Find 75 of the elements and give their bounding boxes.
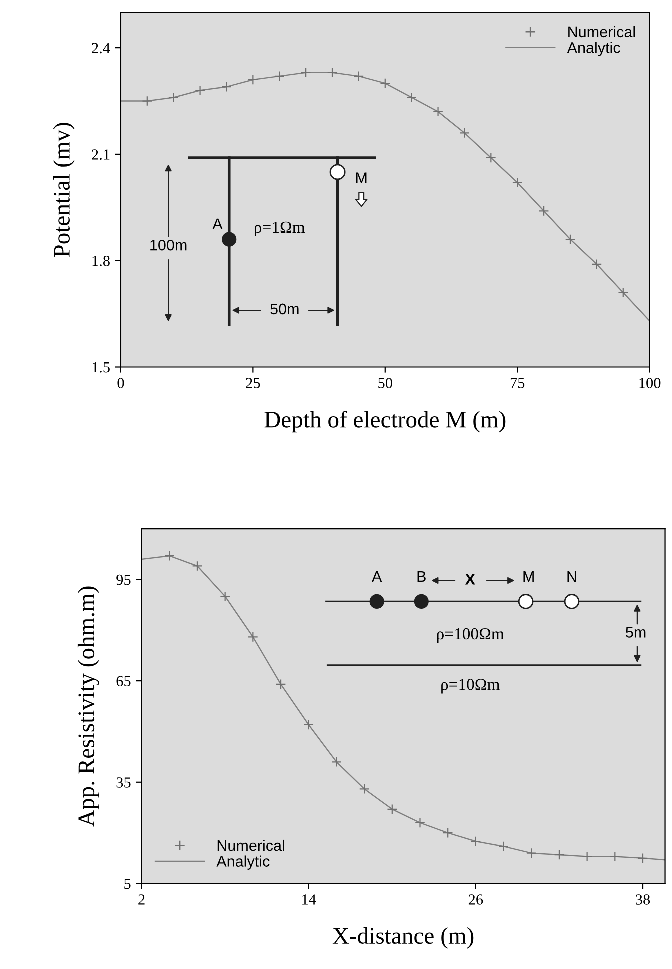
legend-label: Analytic: [216, 856, 270, 870]
point: [192, 561, 203, 572]
y-axis-title: App. Resistivity (ohm.m): [78, 586, 100, 827]
annotation: N: [568, 571, 576, 582]
point: [354, 71, 364, 82]
annotation: 100m: [150, 240, 187, 251]
point: [406, 92, 418, 103]
point: [592, 259, 602, 270]
annotation: ρ=1Ωm: [254, 222, 306, 236]
point: [168, 92, 180, 103]
point: [582, 851, 593, 862]
point: [470, 836, 482, 847]
point: [387, 804, 398, 815]
annotation: ρ=10Ωm: [442, 679, 500, 694]
y-tick-label: 95: [116, 574, 131, 586]
point: [380, 78, 391, 89]
x-tick-label: 25: [246, 378, 260, 388]
y-tick-label: 65: [116, 676, 131, 687]
point: [554, 850, 565, 860]
point: [610, 851, 620, 862]
x-axis-title: Depth of electrode M (m): [264, 410, 506, 433]
point: [300, 68, 312, 78]
point: [274, 71, 285, 82]
x-tick-label: 38: [636, 894, 650, 905]
annotation: X: [465, 574, 476, 585]
legend-label: Numerical: [568, 26, 636, 38]
annotation: M: [524, 571, 534, 582]
point: [618, 288, 629, 298]
point: [331, 756, 342, 768]
annotation: A: [372, 571, 382, 582]
point: [538, 206, 550, 216]
point: [433, 106, 444, 118]
point: [442, 828, 454, 838]
y-axis-title: Potential (mv): [53, 123, 75, 258]
point: [195, 85, 206, 96]
point: [512, 178, 523, 188]
y-tick-label: 2.1: [92, 150, 110, 160]
x-axis-title: X-distance (m): [332, 927, 474, 949]
annotation: M: [356, 172, 367, 184]
point: [222, 82, 232, 92]
point: [248, 632, 258, 642]
point: [415, 818, 426, 828]
point: [220, 591, 231, 602]
y-tick-label: 1.5: [92, 362, 110, 373]
point: [638, 853, 648, 864]
x-tick-label: 2: [138, 894, 145, 905]
point: [248, 74, 258, 86]
x-tick-label: 0: [118, 378, 124, 388]
point: [486, 152, 496, 164]
point: [359, 784, 370, 794]
annotation: B: [418, 571, 426, 582]
annotation: A: [212, 218, 223, 230]
y-tick-label: 35: [116, 778, 131, 788]
point: [142, 96, 153, 106]
point: [565, 234, 576, 245]
annotation: 50m: [270, 304, 299, 315]
point: [498, 841, 509, 852]
legend-label: Analytic: [567, 42, 620, 56]
y-tick-label: 1.8: [92, 256, 110, 266]
point: [327, 68, 338, 78]
point: [276, 679, 286, 690]
annotation: ρ=100Ωm: [437, 628, 504, 644]
point: [164, 550, 175, 562]
y-tick-label: 2.4: [92, 43, 110, 54]
legend-label: Numerical: [218, 840, 284, 852]
annotation: 5m: [626, 627, 646, 638]
point: [526, 848, 537, 859]
x-tick-label: 14: [302, 894, 316, 905]
point: [304, 720, 314, 730]
x-tick-label: 26: [468, 894, 484, 905]
x-tick-label: 75: [510, 378, 525, 388]
y-tick-label: 5: [124, 879, 131, 890]
point: [460, 128, 470, 138]
x-tick-label: 50: [378, 378, 392, 388]
x-tick-label: 100: [640, 378, 661, 388]
